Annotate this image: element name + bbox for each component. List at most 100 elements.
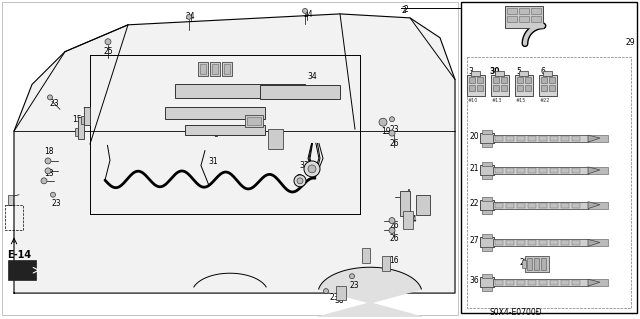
Bar (382, 256, 390, 271)
Bar (482, 197, 492, 201)
Text: 32: 32 (245, 119, 255, 128)
Text: 13: 13 (44, 169, 54, 178)
Bar (467, 75, 485, 96)
Bar (495, 70, 504, 76)
Bar (549, 78, 555, 84)
Bar (561, 280, 569, 285)
Bar (519, 8, 529, 14)
Text: 2: 2 (403, 5, 408, 14)
Bar (588, 202, 608, 209)
Bar (549, 85, 555, 92)
Text: 9: 9 (244, 93, 249, 101)
Bar (75, 128, 78, 136)
Bar (247, 117, 261, 125)
Circle shape (303, 8, 307, 13)
Bar (506, 168, 514, 173)
Text: 2: 2 (401, 6, 406, 15)
Text: 14: 14 (407, 215, 417, 224)
Bar (561, 241, 569, 245)
Bar (260, 85, 340, 99)
Bar (541, 258, 546, 270)
Bar (175, 85, 305, 98)
Text: 15: 15 (72, 115, 82, 124)
Polygon shape (588, 279, 600, 286)
Bar (539, 280, 547, 285)
Bar (403, 211, 413, 228)
Bar (482, 234, 492, 238)
Bar (482, 143, 492, 147)
Bar (539, 136, 547, 141)
Text: 28: 28 (519, 258, 529, 267)
Text: 25: 25 (104, 47, 114, 56)
Text: #13: #13 (492, 98, 502, 103)
Bar (572, 241, 580, 245)
Bar (8, 260, 36, 280)
Bar (477, 78, 483, 84)
Bar (165, 107, 265, 119)
Bar (588, 135, 608, 142)
Bar (517, 85, 523, 92)
Bar (525, 85, 531, 92)
Bar (550, 136, 558, 141)
Bar (505, 6, 543, 28)
Bar (222, 62, 232, 76)
Bar (268, 129, 283, 149)
Bar (501, 78, 507, 84)
Text: 23: 23 (52, 199, 61, 208)
Text: E-14: E-14 (7, 250, 31, 260)
Text: 23: 23 (49, 99, 59, 108)
Bar (493, 279, 588, 286)
Text: 23: 23 (330, 293, 340, 302)
Bar (572, 136, 580, 141)
Bar (506, 280, 514, 285)
Bar (539, 75, 557, 96)
Bar (539, 241, 547, 245)
Bar (210, 62, 220, 76)
Bar (495, 168, 503, 173)
Text: 36: 36 (469, 276, 479, 285)
Bar (507, 16, 517, 22)
Bar (224, 63, 230, 73)
Bar (572, 280, 580, 285)
Text: 20: 20 (469, 132, 479, 141)
Bar (480, 200, 494, 210)
Bar (491, 75, 509, 96)
Text: 24: 24 (186, 12, 196, 21)
Text: S0X4-E0700Ð: S0X4-E0700Ð (490, 308, 543, 317)
Bar (477, 85, 483, 92)
Bar (519, 16, 529, 22)
Circle shape (47, 95, 52, 100)
Bar (480, 133, 494, 143)
Bar (482, 130, 492, 134)
Bar (528, 168, 536, 173)
Bar (572, 168, 580, 173)
Bar (469, 85, 475, 92)
Circle shape (186, 14, 191, 19)
Bar (336, 286, 346, 300)
Bar (482, 175, 492, 179)
Bar (561, 168, 569, 173)
Bar (482, 210, 492, 214)
Bar (493, 85, 499, 92)
Bar (400, 191, 410, 216)
Bar (525, 256, 549, 272)
Bar (493, 240, 588, 246)
Circle shape (390, 117, 394, 122)
Text: 31: 31 (208, 157, 218, 166)
Bar (482, 274, 492, 278)
Polygon shape (588, 240, 600, 246)
Text: 19: 19 (381, 127, 390, 136)
Bar (517, 78, 523, 84)
Bar (517, 241, 525, 245)
Circle shape (379, 118, 387, 126)
Bar (517, 203, 525, 208)
Bar (501, 85, 507, 92)
Text: 26: 26 (390, 220, 399, 230)
Bar (550, 241, 558, 245)
Bar (517, 168, 525, 173)
Text: 16: 16 (389, 256, 399, 265)
Bar (495, 203, 503, 208)
Text: 29: 29 (626, 38, 636, 47)
Text: 5: 5 (516, 67, 522, 76)
Bar (588, 167, 608, 174)
